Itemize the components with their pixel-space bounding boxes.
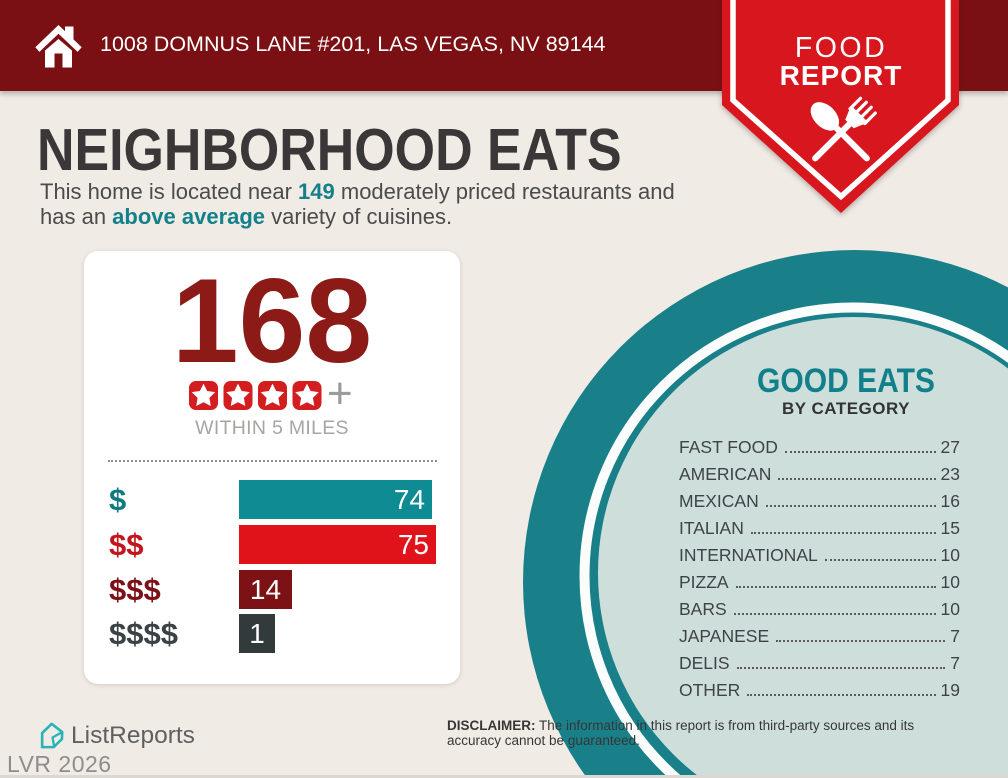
svg-text:FOOD: FOOD xyxy=(795,32,887,64)
svg-text:REPORT: REPORT xyxy=(780,60,903,91)
